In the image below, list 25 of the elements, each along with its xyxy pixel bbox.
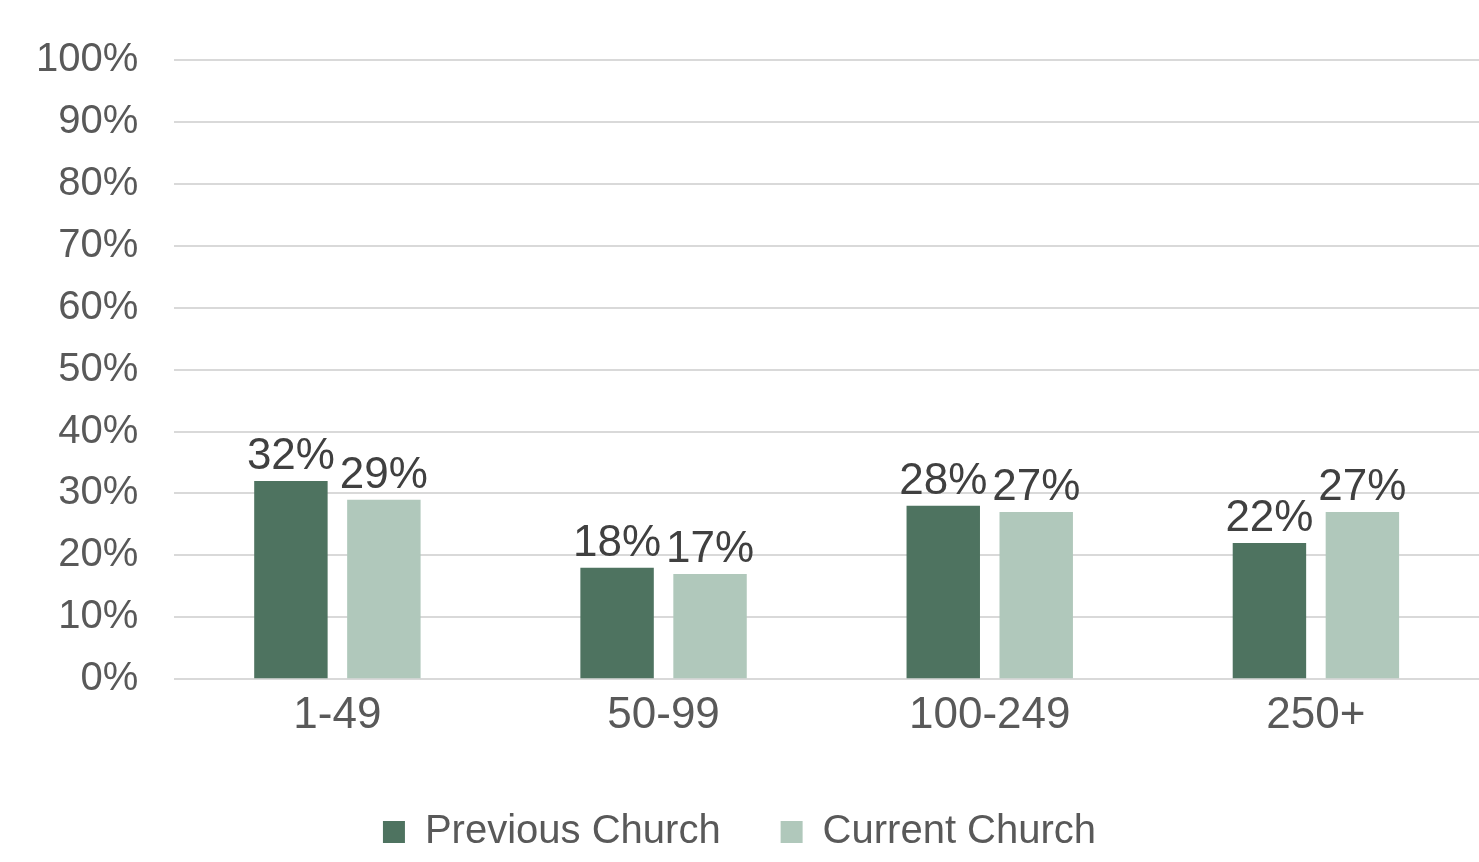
data-label: 27% bbox=[992, 460, 1081, 510]
data-label: 28% bbox=[899, 453, 988, 503]
y-tick-label: 90% bbox=[58, 96, 139, 141]
y-tick-label: 50% bbox=[58, 344, 139, 389]
y-tick-label: 40% bbox=[58, 406, 139, 451]
y-tick-label: 80% bbox=[58, 158, 139, 203]
y-tick-label: 100% bbox=[35, 35, 139, 80]
x-tick-label: 1-49 bbox=[293, 687, 382, 737]
data-label: 17% bbox=[666, 522, 755, 572]
legend-label: Current Church bbox=[822, 807, 1097, 852]
y-tick-label: 70% bbox=[58, 220, 139, 265]
y-tick-label: 30% bbox=[58, 468, 139, 513]
data-label: 18% bbox=[573, 515, 662, 565]
legend-label: Previous Church bbox=[424, 807, 721, 852]
data-label: 27% bbox=[1318, 460, 1407, 510]
y-tick-label: 60% bbox=[58, 282, 139, 327]
x-tick-label: 50-99 bbox=[607, 687, 720, 737]
y-tick-label: 20% bbox=[58, 530, 139, 575]
y-tick-label: 10% bbox=[58, 592, 139, 637]
x-tick-label: 100-249 bbox=[909, 687, 1071, 737]
x-tick-label: 250+ bbox=[1266, 687, 1366, 737]
data-label: 29% bbox=[339, 447, 428, 497]
data-label: 22% bbox=[1225, 491, 1314, 541]
y-tick-label: 0% bbox=[80, 654, 139, 699]
data-label: 32% bbox=[246, 429, 335, 479]
